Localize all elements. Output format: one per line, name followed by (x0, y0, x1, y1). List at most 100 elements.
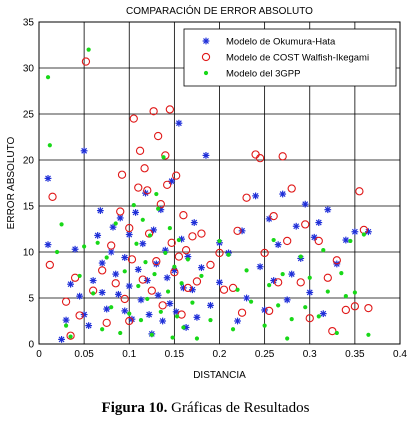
okumura-hata-point (288, 270, 296, 278)
3gpp-point (138, 317, 144, 323)
y-tick-label: 25 (23, 110, 35, 121)
3gpp-point (361, 232, 366, 237)
cost-walfish-ikegami-point (127, 255, 137, 264)
y-tick-label: 20 (23, 156, 35, 167)
3gpp-point (181, 325, 186, 330)
x-tick-label: 0.35 (345, 349, 365, 360)
cost-walfish-ikegami-point (81, 57, 91, 66)
okumura-hata-point (256, 263, 264, 271)
okumura-hata-point (67, 280, 74, 288)
cost-walfish-ikegami-point (206, 260, 215, 270)
okumura-hata-point (85, 322, 93, 329)
okumura-hata-point (279, 190, 287, 198)
cost-walfish-ikegami-point (274, 278, 283, 287)
3gpp-point (131, 202, 136, 208)
okumura-hata-point (76, 292, 84, 300)
okumura-hata-point (96, 207, 104, 214)
cost-walfish-ikegami-point (350, 302, 360, 311)
cost-walfish-ikegami-point (117, 170, 127, 179)
3gpp-point (248, 299, 254, 304)
3gpp-point (149, 332, 154, 337)
okumura-hata-point (189, 286, 196, 294)
cost-walfish-ikegami-point (269, 211, 278, 221)
figure-caption-label: Figura 10. (101, 400, 168, 416)
okumura-hata-point (125, 231, 133, 238)
3gpp-point (140, 217, 145, 222)
cost-walfish-ikegami-point (138, 275, 147, 284)
3gpp-point (334, 330, 339, 336)
cost-walfish-ikegami-point (215, 248, 224, 258)
okumura-hata-point (202, 152, 210, 159)
3gpp-point (276, 303, 281, 308)
cost-walfish-ikegami-point (332, 256, 341, 265)
okumura-hata-point (274, 241, 282, 249)
okumura-hata-point (44, 241, 52, 249)
3gpp-point (147, 233, 153, 238)
okumura-hata-point (132, 209, 139, 216)
okumura-hata-point (103, 305, 111, 313)
okumura-hata-point (121, 254, 129, 261)
okumura-hata-point (163, 274, 171, 282)
3gpp-point (167, 225, 172, 231)
cost-walfish-ikegami-point (296, 278, 305, 287)
x-tick-label: 0.05 (74, 349, 94, 360)
cost-walfish-ikegami-point (153, 131, 163, 141)
3gpp-point (217, 238, 222, 244)
okumura-hata-point (190, 219, 198, 226)
okumura-hata-point (270, 277, 278, 284)
3gpp-point (199, 273, 204, 279)
cost-walfish-ikegami-point (301, 220, 310, 229)
cost-walfish-ikegami-point (140, 164, 149, 173)
3gpp-point (104, 255, 109, 260)
okumura-hata-point (121, 307, 129, 315)
3gpp-point (47, 143, 52, 148)
cost-walfish-ikegami-point (161, 151, 170, 160)
okumura-hata-point (80, 311, 88, 318)
cost-walfish-ikegami-point (75, 311, 84, 320)
cost-walfish-ikegami-point (125, 223, 134, 233)
okumura-hata-point (107, 248, 115, 256)
cost-walfish-ikegami-point (255, 154, 265, 163)
okumura-hata-point (80, 147, 88, 155)
3gpp-point (136, 283, 141, 289)
3gpp-point (91, 291, 96, 296)
legend-box (183, 28, 397, 87)
okumura-hata-point (154, 291, 162, 299)
okumura-hata-point (207, 301, 214, 309)
okumura-hata-point (315, 219, 323, 226)
3gpp-point (54, 249, 60, 255)
legend-marker-cost (201, 52, 211, 62)
3gpp-point (59, 222, 64, 227)
cost-walfish-ikegami-point (45, 260, 54, 270)
cost-walfish-ikegami-point (152, 257, 161, 266)
okumura-hata-point (168, 177, 176, 185)
3gpp-point (158, 309, 163, 314)
okumura-hata-point (137, 296, 145, 304)
cost-walfish-ikegami-point (111, 279, 120, 288)
okumura-hata-point (193, 313, 201, 321)
okumura-hata-point (150, 226, 158, 234)
3gpp-point (170, 335, 175, 340)
legend-label: Modelo de Okumura-Hata (226, 37, 336, 48)
3gpp-point (179, 281, 184, 286)
cost-walfish-ikegami-point (355, 187, 364, 196)
cost-walfish-ikegami-point (125, 316, 134, 326)
3gpp-point (63, 323, 69, 328)
chart-area: 0 0.05 0.1 0.15 0.2 0.25 0.3 0.35 0.4 0 5 10 15 20 25 3… (6, 4, 407, 381)
3gpp-point (95, 240, 100, 245)
okumura-hata-point (112, 270, 120, 278)
cost-walfish-ikegami-point (364, 303, 373, 313)
cost-walfish-ikegami-point (147, 286, 156, 295)
3gpp-point (143, 260, 148, 265)
3gpp-point (185, 257, 191, 262)
x-tick-label: 0.1 (122, 349, 136, 360)
3gpp-point (230, 327, 236, 332)
okumura-hata-point (324, 206, 332, 214)
3gpp-point (190, 300, 195, 305)
okumura-hata-point (175, 119, 183, 127)
cost-walfish-ikegami-point (143, 186, 152, 195)
cost-walfish-ikegami-point (233, 226, 242, 235)
3gpp-point (134, 241, 139, 246)
cost-walfish-ikegami-point (237, 308, 247, 317)
3gpp-point (271, 237, 276, 243)
